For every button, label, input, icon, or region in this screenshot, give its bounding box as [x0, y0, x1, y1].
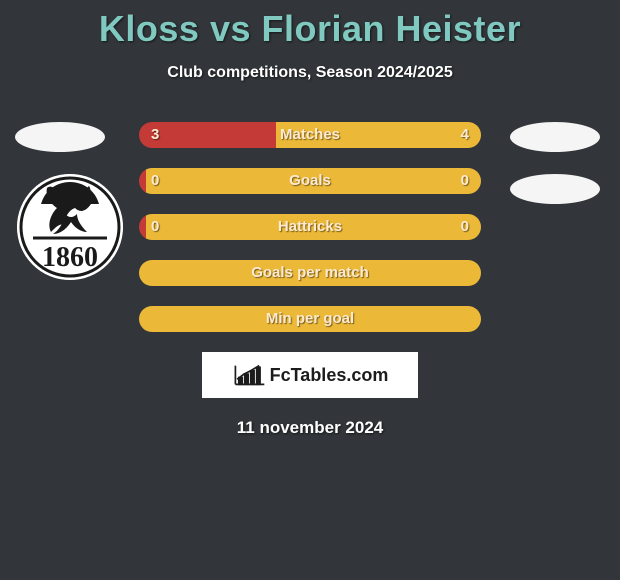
stat-row: Goals per match: [139, 260, 481, 286]
stat-row: 00Goals: [139, 168, 481, 194]
stat-label: Goals: [139, 168, 481, 194]
page-title: Kloss vs Florian Heister: [0, 0, 620, 50]
club-badge-year: 1860: [42, 242, 98, 273]
subtitle: Club competitions, Season 2024/2025: [0, 64, 620, 82]
brand-text: FcTables.com: [270, 365, 389, 386]
player-right-placeholder: [510, 122, 600, 152]
comparison-bars: 34Matches 00Goals 00Hattricks Goals per mat…: [139, 122, 481, 332]
stat-label: Min per goal: [139, 306, 481, 332]
club-left-badge: 1860: [17, 174, 123, 280]
comparison-content: 1860 34Matches 00Goals 00Hattricks Goals pe…: [0, 122, 620, 438]
stat-row: 34Matches: [139, 122, 481, 148]
date-text: 11 november 2024: [0, 418, 620, 438]
stat-row: Min per goal: [139, 306, 481, 332]
brand-box: FcTables.com: [202, 352, 418, 398]
stat-row: 00Hattricks: [139, 214, 481, 240]
brand-chart-icon: [232, 362, 266, 388]
stat-label: Matches: [139, 122, 481, 148]
stat-label: Goals per match: [139, 260, 481, 286]
club-right-placeholder: [510, 174, 600, 204]
stat-label: Hattricks: [139, 214, 481, 240]
player-left-placeholder: [15, 122, 105, 152]
